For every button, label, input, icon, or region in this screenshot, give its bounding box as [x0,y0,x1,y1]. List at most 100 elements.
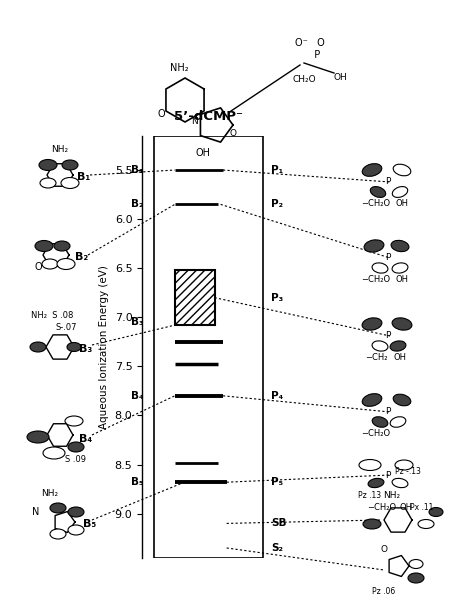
Text: B₂: B₂ [75,252,89,262]
Ellipse shape [372,417,388,428]
Ellipse shape [392,318,412,330]
Text: NH₂: NH₂ [170,63,188,73]
Ellipse shape [392,263,408,273]
Text: B₁: B₁ [131,165,144,175]
Text: Px .11: Px .11 [410,502,434,511]
Ellipse shape [363,519,381,529]
Ellipse shape [408,573,424,583]
Ellipse shape [362,394,382,406]
Ellipse shape [372,263,388,273]
Text: S₂: S₂ [271,543,283,553]
Text: S-.07: S-.07 [55,323,77,332]
Text: SB: SB [271,519,287,528]
Ellipse shape [392,186,408,197]
Text: Pz -.13: Pz -.13 [395,467,421,476]
Text: OH: OH [393,353,407,362]
Ellipse shape [362,318,382,330]
Text: P₁: P₁ [271,165,283,175]
Ellipse shape [68,525,84,535]
Text: P: P [385,470,391,479]
Text: −CH₂O: −CH₂O [362,276,391,285]
Text: OH: OH [400,502,412,511]
Ellipse shape [390,417,406,428]
Text: B₅: B₅ [83,519,97,529]
Text: B₄: B₄ [131,391,144,401]
Ellipse shape [392,478,408,488]
Ellipse shape [54,241,70,251]
Text: NH₂: NH₂ [41,490,59,499]
Ellipse shape [409,560,423,569]
Text: Pz .06: Pz .06 [373,587,396,596]
Text: N: N [191,118,199,127]
Ellipse shape [391,241,409,251]
Ellipse shape [30,342,46,352]
Ellipse shape [418,520,434,528]
Ellipse shape [359,459,381,470]
Text: OH: OH [395,200,409,209]
Text: NH₂: NH₂ [52,145,69,154]
Text: OH: OH [333,72,347,81]
Text: B₃: B₃ [79,344,92,354]
Text: P: P [385,253,391,262]
Text: O: O [229,128,237,137]
Ellipse shape [368,478,384,488]
Ellipse shape [393,164,411,176]
Ellipse shape [68,442,84,452]
Text: NH₂  S .08: NH₂ S .08 [31,311,73,320]
Text: B₁: B₁ [77,172,91,182]
Ellipse shape [68,507,84,517]
Text: P: P [308,50,320,60]
Text: −CH₂: −CH₂ [365,353,387,362]
Text: O: O [34,262,42,272]
Text: P: P [385,332,391,341]
Ellipse shape [362,163,382,176]
Bar [175,270,215,325]
Ellipse shape [35,241,53,251]
Text: P: P [385,408,391,417]
Ellipse shape [372,341,388,351]
Ellipse shape [393,394,411,406]
Text: O: O [157,109,165,119]
Ellipse shape [61,177,79,189]
Ellipse shape [39,160,57,171]
Ellipse shape [370,186,386,197]
Text: O: O [381,546,388,555]
Ellipse shape [67,343,81,352]
Text: P₄: P₄ [271,391,283,401]
Ellipse shape [429,508,443,517]
Text: S .09: S .09 [65,455,86,464]
Ellipse shape [62,160,78,170]
Ellipse shape [42,259,58,269]
Text: P₅: P₅ [271,477,283,487]
Ellipse shape [65,416,83,426]
Text: B₄: B₄ [79,434,92,444]
Text: 5’-dCMP⁻: 5’-dCMP⁻ [174,110,243,123]
Text: B₂: B₂ [131,200,144,209]
Text: P: P [385,177,391,186]
Bar [154,136,263,558]
Ellipse shape [50,503,66,513]
Ellipse shape [364,240,384,252]
Text: B₃: B₃ [131,317,144,327]
Ellipse shape [57,259,75,270]
Y-axis label: Aqueous Ionization Energy (eV): Aqueous Ionization Energy (eV) [99,265,109,429]
Text: OH: OH [395,276,409,285]
Text: P₃: P₃ [271,292,283,303]
Text: B₅: B₅ [131,477,144,487]
Ellipse shape [40,178,56,188]
Ellipse shape [395,460,413,470]
Text: P₂: P₂ [271,200,283,209]
Text: −CH₂O: −CH₂O [362,200,391,209]
Ellipse shape [50,529,66,539]
Ellipse shape [27,431,49,443]
Text: CH₂O: CH₂O [292,75,316,83]
Text: N: N [32,507,40,517]
Text: Pz .13: Pz .13 [358,490,382,499]
Text: O⁻   O: O⁻ O [295,38,325,48]
Text: OH: OH [195,148,210,158]
Ellipse shape [390,341,406,351]
Ellipse shape [43,447,65,459]
Text: −CH₂O: −CH₂O [367,502,397,511]
Text: −CH₂O: −CH₂O [362,429,391,438]
Text: NH₂: NH₂ [383,491,401,500]
